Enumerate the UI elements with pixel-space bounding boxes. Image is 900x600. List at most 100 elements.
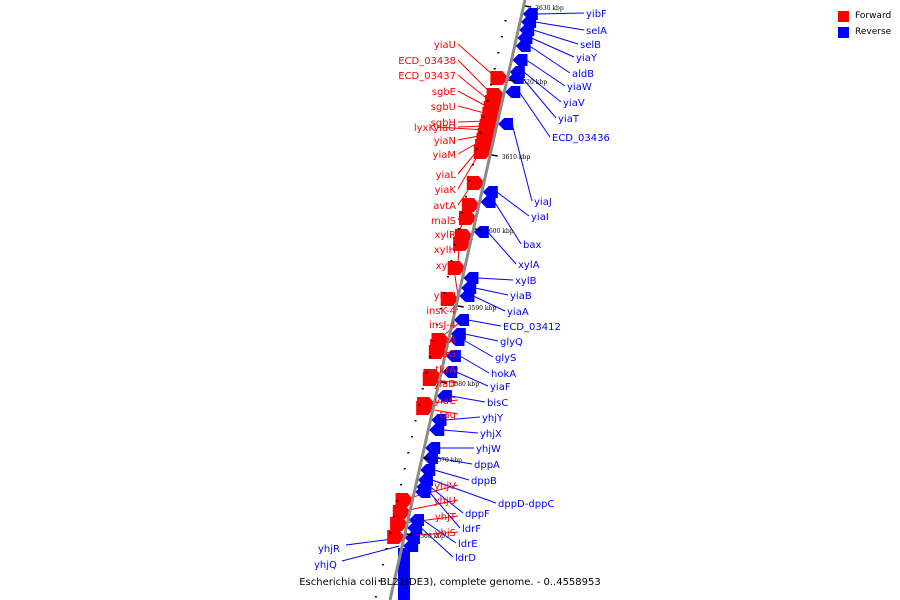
- reverse-gene-glyph: [407, 522, 423, 534]
- tick-label: 3610 kbp: [502, 154, 531, 161]
- reverse-gene-label: dppB: [471, 476, 497, 487]
- leader-reverse: [529, 45, 571, 74]
- reverse-gene-glyph: [442, 366, 458, 378]
- leader-reverse: [436, 457, 473, 465]
- leader-reverse: [428, 491, 461, 529]
- tick-label: 3570 kbp: [434, 457, 463, 464]
- forward-gene-label: yhjT: [435, 512, 457, 523]
- forward-gene-label: tkrA: [435, 365, 456, 376]
- minor-tick: [443, 292, 446, 294]
- reverse-gene-label: yiaY: [576, 53, 598, 64]
- reverse-gene-glyph: [459, 290, 475, 302]
- leader-reverse: [487, 231, 517, 265]
- reverse-gene-label: ECD_03436: [552, 133, 610, 144]
- reverse-gene-label: ldrD: [455, 553, 476, 564]
- reverse-gene-label: glyQ: [500, 337, 523, 348]
- forward-gene-glyph: [453, 237, 472, 251]
- forward-gene-label: xylH: [434, 245, 456, 256]
- forward-gene-label: xylF: [436, 261, 457, 272]
- reverse-gene-label: glyS: [495, 353, 516, 364]
- tick-mark: [508, 79, 515, 82]
- reverse-gene-label: dppD-dppC: [498, 499, 554, 510]
- minor-tick: [403, 468, 406, 470]
- leader-reverse: [536, 12, 585, 15]
- minor-tick: [385, 548, 388, 550]
- reverse-gene-glyph: [454, 314, 469, 326]
- reverse-gene-label: bax: [523, 240, 541, 251]
- minor-tick: [461, 212, 464, 214]
- reverse-gene-label: yiaT: [558, 114, 580, 125]
- minor-tick: [450, 260, 453, 262]
- tick-label: 3600 kbp: [485, 228, 514, 235]
- forward-gene-label: yiaD: [433, 379, 456, 390]
- forward-gene-label: yiaK: [435, 185, 457, 196]
- forward-gene-label: yiaU: [434, 40, 456, 51]
- minor-tick: [414, 420, 417, 422]
- forward-gene-label: yhjU: [434, 496, 456, 507]
- forward-gene-label: insK-4: [426, 306, 456, 317]
- minor-tick: [410, 436, 413, 438]
- forward-gene-glyph: [466, 176, 485, 190]
- forward-gene-glyph: [392, 505, 411, 519]
- minor-tick: [475, 148, 478, 150]
- minor-tick: [374, 596, 377, 598]
- reverse-gene-glyph: [463, 272, 479, 284]
- leader-forward: [457, 43, 497, 79]
- forward-gene-label: cspA: [432, 335, 456, 346]
- minor-tick: [432, 340, 435, 342]
- reverse-gene-glyph: [415, 486, 431, 498]
- gene-labels: yiaU ECD_03438 ECD_03437 sgbE sgbU sgbHyiaOly…: [314, 9, 610, 571]
- minor-tick: [418, 404, 421, 406]
- leader-reverse: [450, 395, 486, 403]
- minor-tick: [500, 36, 503, 38]
- leader-reverse: [523, 71, 562, 103]
- forward-gene-label: yiaM: [433, 150, 456, 161]
- forward-gene-label: yhjS: [435, 528, 456, 539]
- minor-tick: [421, 388, 424, 390]
- minor-tick: [486, 100, 489, 102]
- forward-gene-glyph: [440, 292, 459, 306]
- minor-tick: [425, 372, 428, 374]
- reverse-gene-label: selA: [586, 26, 607, 37]
- leader-reverse: [420, 527, 454, 558]
- forward-gene-glyph: [395, 493, 414, 507]
- leader-reverse: [341, 545, 400, 562]
- forward-gene-glyph: [416, 401, 435, 415]
- forward-gene-glyph: [387, 530, 406, 544]
- reverse-gene-label: yiaV: [563, 98, 585, 109]
- tick-mark: [440, 381, 447, 384]
- leader-reverse: [526, 59, 566, 87]
- forward-gene-glyph: [447, 261, 466, 275]
- tick-mark: [474, 228, 482, 231]
- forward-gene-label: sgbE: [432, 87, 456, 98]
- forward-gene-label: insJ-4: [429, 320, 456, 331]
- leader-reverse: [445, 416, 481, 421]
- forward-gene-glyph: [458, 211, 477, 225]
- leader-forward: [436, 126, 485, 131]
- reverse-gene-label: yibF: [586, 9, 607, 20]
- leader-reverse: [518, 91, 551, 138]
- leader-reverse: [496, 191, 530, 217]
- tick-label: 3580 kbp: [451, 381, 480, 388]
- reverse-gene-label: yhjR: [318, 544, 340, 555]
- minor-tick: [482, 116, 485, 118]
- reverse-gene-label: xylA: [518, 260, 540, 271]
- gene-glyphs: [387, 8, 538, 600]
- reverse-gene-label: yhjX: [480, 429, 502, 440]
- forward-gene-glyph: [428, 345, 447, 359]
- reverse-gene-glyph: [512, 54, 528, 66]
- reverse-gene-glyph: [505, 86, 521, 98]
- minor-tick: [493, 68, 496, 70]
- leader-reverse: [473, 295, 506, 312]
- forward-gene-label: yiaC: [434, 396, 456, 407]
- minor-tick: [439, 308, 442, 310]
- forward-gene-glyph: [422, 372, 441, 386]
- legend: Forward Reverse: [838, 9, 891, 41]
- leader-reverse: [477, 277, 514, 281]
- forward-gene-label: sgbU: [431, 102, 456, 113]
- reverse-gene-glyph: [436, 390, 452, 402]
- reverse-gene-glyph: [480, 196, 496, 208]
- minor-tick: [468, 180, 471, 182]
- leader-reverse: [531, 37, 575, 58]
